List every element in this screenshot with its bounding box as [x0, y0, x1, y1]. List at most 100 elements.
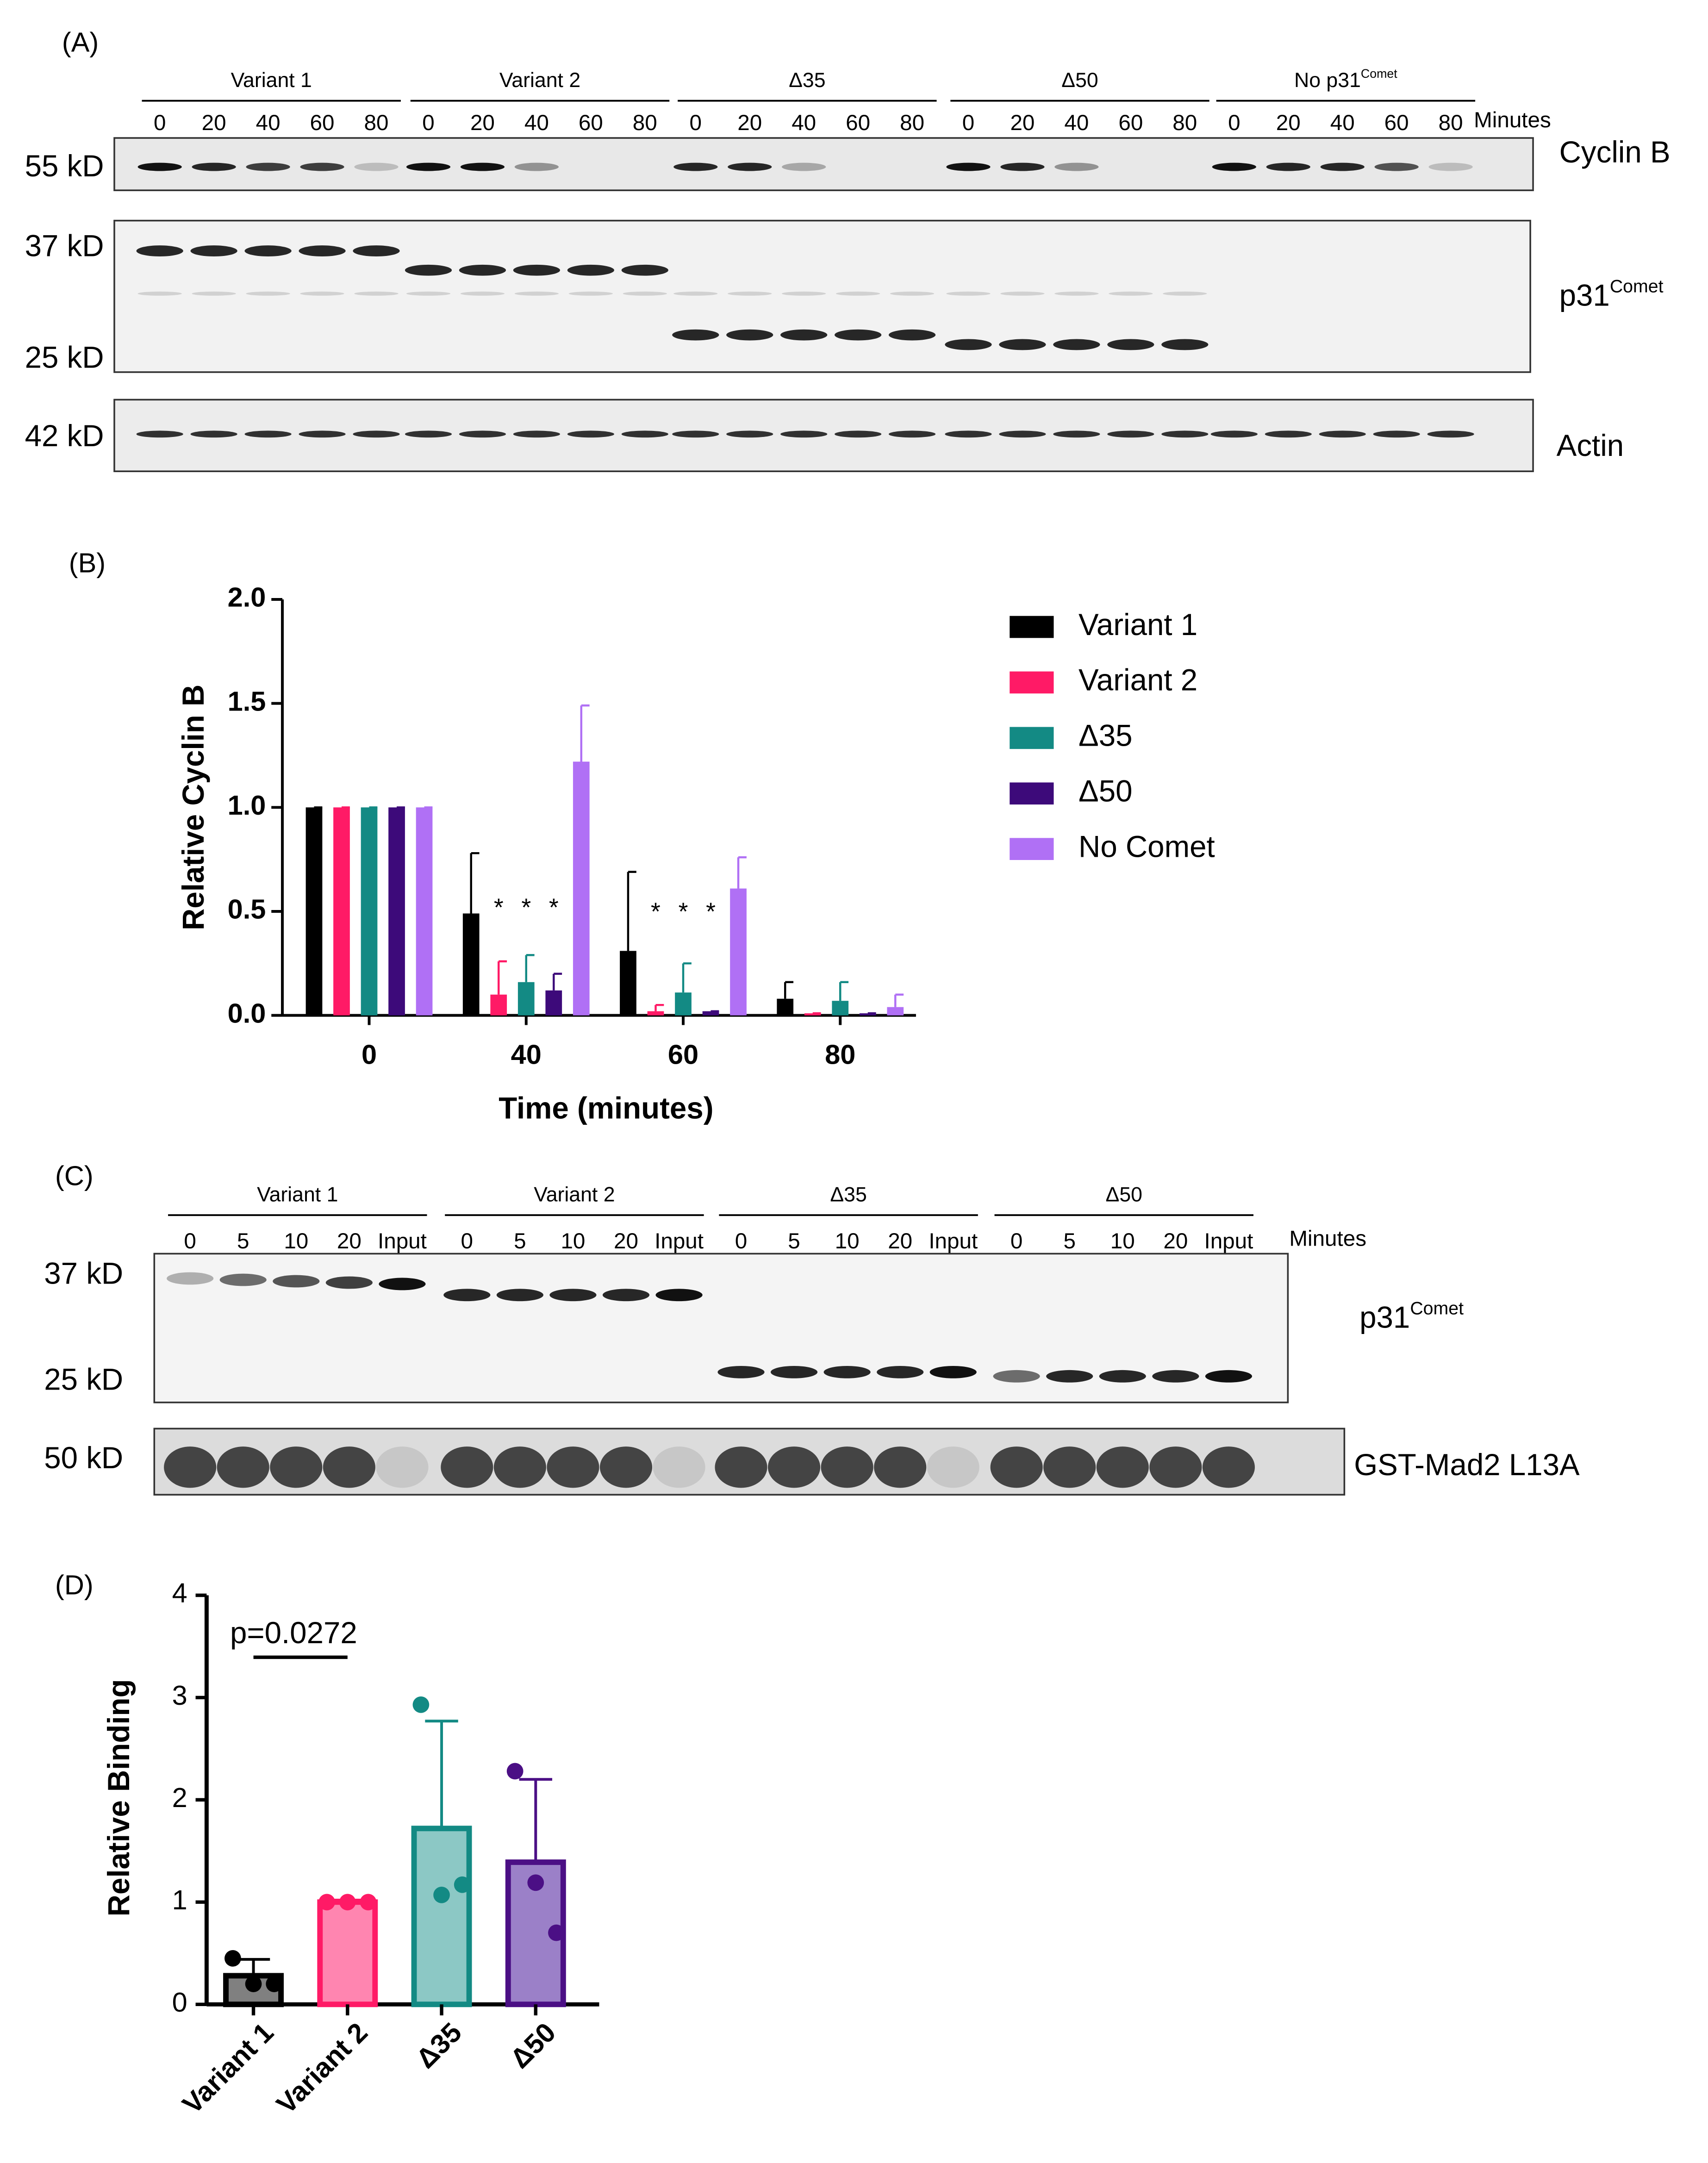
lane-label: 80: [1172, 111, 1197, 135]
blot-band: [514, 162, 559, 171]
blot-band: [770, 1366, 818, 1378]
blot-band: [1149, 1446, 1202, 1488]
blot-band: [946, 291, 991, 296]
blot-band: [673, 162, 718, 171]
blot-band: [1319, 430, 1366, 438]
marker-label: 50 kD: [44, 1441, 123, 1475]
y-tick-label: 0.0: [228, 997, 266, 1029]
blot-band: [190, 245, 237, 256]
blot-band: [655, 1289, 703, 1302]
x-tick-label: 80: [825, 1039, 855, 1070]
bar: [647, 1011, 664, 1016]
blot-band: [246, 162, 290, 171]
data-point: [454, 1876, 471, 1893]
row-label-sup: Comet: [1610, 276, 1664, 297]
data-point: [318, 1894, 336, 1911]
blot-band: [459, 430, 506, 438]
lane-label: 10: [561, 1229, 585, 1253]
blot-band: [353, 245, 400, 256]
data-point: [360, 1894, 377, 1911]
blot-band: [599, 1446, 653, 1488]
y-tick-label: 1.5: [228, 686, 266, 717]
blot-band: [1054, 162, 1099, 171]
blot-band: [621, 264, 668, 276]
bar: [832, 1001, 849, 1016]
blot-band: [1099, 1370, 1146, 1383]
blot-band: [325, 1276, 373, 1289]
unit-label: Minutes: [1289, 1226, 1366, 1251]
lane-label: 5: [1063, 1229, 1075, 1253]
blot-band: [929, 1366, 977, 1378]
data-point: [266, 1976, 283, 1992]
bar: [675, 992, 692, 1016]
blot-band: [273, 1275, 320, 1288]
y-axis-label: Relative Binding: [102, 1679, 136, 1917]
blot-band: [1161, 430, 1209, 438]
data-point: [506, 1763, 524, 1780]
blot-band: [549, 1289, 597, 1302]
blot-band: [782, 162, 826, 171]
blot-band: [623, 291, 667, 296]
blot-band: [1320, 162, 1365, 171]
significance: *: [679, 898, 688, 926]
row-label: p31Comet: [1559, 276, 1664, 312]
lane-label: 0: [422, 111, 434, 135]
blot-band: [567, 430, 614, 438]
blot-band: [653, 1446, 705, 1488]
bar: [388, 807, 405, 1016]
significance: *: [521, 894, 531, 922]
row-label: Actin: [1557, 429, 1624, 462]
x-tick-label: 60: [668, 1039, 698, 1070]
unit-label: Minutes: [1474, 108, 1551, 132]
legend-label: Variant 1: [1078, 608, 1197, 642]
group-label-main: No p31: [1294, 69, 1361, 92]
group-label: Variant 1: [257, 1183, 338, 1206]
blot-band: [1152, 1370, 1199, 1383]
blot-band: [1053, 339, 1100, 350]
blot-band: [1000, 162, 1045, 171]
lane-label: 40: [256, 111, 281, 135]
blot-band: [672, 329, 719, 341]
lane-label: Input: [378, 1229, 427, 1253]
legend-swatch: [1010, 838, 1054, 860]
x-tick-label: 0: [362, 1039, 377, 1070]
data-point: [339, 1894, 356, 1911]
row-label: p31Comet: [1359, 1298, 1464, 1334]
blot-band: [999, 339, 1046, 350]
y-tick-label: 2: [172, 1782, 187, 1813]
blot-band: [999, 430, 1046, 438]
blot-band: [946, 162, 991, 171]
blot-band: [1212, 162, 1256, 171]
lane-label: 20: [614, 1229, 638, 1253]
blot-band: [190, 430, 237, 438]
blot-band: [877, 1366, 924, 1378]
legend-swatch: [1010, 616, 1054, 638]
panel-label: (D): [55, 1569, 94, 1600]
lane-label: 0: [154, 111, 166, 135]
blot-band: [299, 245, 346, 256]
blot-band: [1266, 162, 1310, 171]
blot-band: [927, 1446, 979, 1488]
bar: [361, 807, 378, 1016]
blot-band: [219, 1273, 267, 1286]
lane-label: Input: [929, 1229, 978, 1253]
bar: [317, 1899, 378, 2007]
blot-band: [890, 291, 935, 296]
blot-band: [460, 162, 505, 171]
blot-band: [376, 1446, 429, 1488]
lane-label: 20: [737, 111, 762, 135]
blot-band: [299, 430, 346, 438]
blot-band: [192, 291, 236, 296]
blot-band: [835, 329, 882, 341]
lane-label: 40: [1330, 111, 1355, 135]
lane-label: 20: [470, 111, 495, 135]
bar: [305, 807, 323, 1016]
blot-band: [728, 162, 772, 171]
lane-label: 5: [788, 1229, 800, 1253]
blot-band: [353, 430, 400, 438]
lane-label: 20: [888, 1229, 912, 1253]
marker-label: 37 kD: [44, 1256, 123, 1290]
blot-band: [136, 245, 183, 256]
blot-band: [990, 1446, 1043, 1488]
group-label: No p31Comet: [1294, 67, 1397, 92]
